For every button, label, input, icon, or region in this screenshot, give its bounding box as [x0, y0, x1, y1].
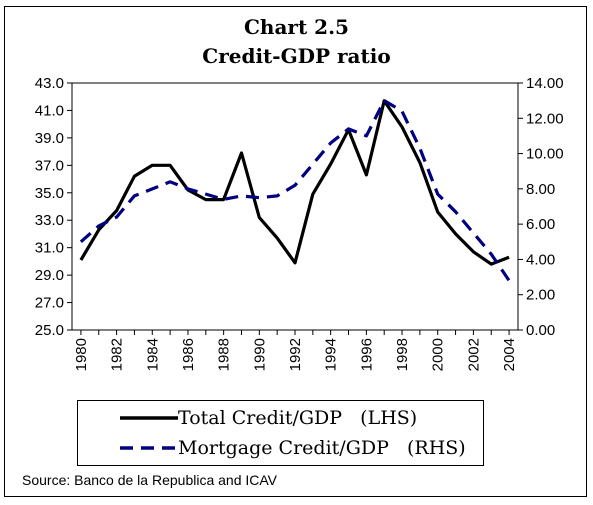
- x-tick-label: 1992: [287, 338, 304, 371]
- y-left-tick-label: 35.0: [35, 185, 64, 202]
- y-left-tick-label: 37.0: [35, 157, 64, 174]
- y-left-tick-label: 27.0: [35, 295, 64, 312]
- line-chart: 43.0 41.0 39.0 37.0 35.0 33.0 31.0 29.0 27.0 25.0…: [35, 75, 564, 371]
- y-right-tick-label: 4.00: [526, 251, 555, 268]
- x-tick-label: 1982: [109, 338, 126, 371]
- legend: Total Credit/GDP (LHS) Mortgage Credit/G…: [77, 400, 484, 466]
- y-left-tick-label: 31.0: [35, 240, 64, 257]
- y-right-tick-label: 2.00: [526, 287, 555, 304]
- x-tick-label: 1998: [394, 338, 411, 371]
- y-right-tick-label: 14.00: [526, 75, 564, 92]
- legend-swatch-dashed: [120, 446, 178, 450]
- series-line-mortgage-credit: [79, 98, 511, 282]
- legend-item-mortgage-credit: Mortgage Credit/GDP (RHS): [78, 435, 466, 461]
- y-left-tick-label: 43.0: [35, 75, 64, 92]
- y-left-tick-label: 39.0: [35, 130, 64, 147]
- legend-item-total-credit: Total Credit/GDP (LHS): [78, 405, 417, 431]
- x-tick-label: 1986: [180, 338, 197, 371]
- legend-label-mortgage-credit: Mortgage Credit/GDP (RHS): [178, 437, 466, 459]
- x-tick-label: 1984: [144, 338, 161, 371]
- y-left-tick-label: 33.0: [35, 212, 64, 229]
- y-right-tick-label: 0.00: [526, 322, 555, 339]
- x-tick-label: 2000: [430, 338, 447, 371]
- y-left-tick-label: 29.0: [35, 267, 64, 284]
- legend-swatch-solid: [120, 416, 178, 420]
- x-tick-label: 1990: [251, 338, 268, 371]
- y-right-tick-label: 6.00: [526, 216, 555, 233]
- legend-label-total-credit: Total Credit/GDP (LHS): [178, 407, 418, 429]
- chart-subtitle: Credit-GDP ratio: [202, 44, 391, 68]
- x-tick-label: 1988: [216, 338, 233, 371]
- x-tick-label: 1980: [73, 338, 90, 371]
- chart-title: Chart 2.5: [244, 15, 349, 39]
- x-tick-label: 2004: [501, 338, 518, 371]
- x-tick-label: 2002: [465, 338, 482, 371]
- x-tick-label: 1994: [323, 338, 340, 371]
- y-left-tick-label: 41.0: [35, 102, 64, 119]
- series-line-total-credit: [79, 99, 510, 266]
- y-left-tick-label: 25.0: [35, 322, 64, 339]
- x-tick-label: 1996: [358, 338, 375, 371]
- y-right-tick-label: 8.00: [526, 181, 555, 198]
- y-right-tick-label: 10.00: [526, 146, 564, 163]
- y-right-tick-label: 12.00: [526, 110, 564, 127]
- source-note: Source: Banco de la Republica and ICAV: [22, 472, 278, 488]
